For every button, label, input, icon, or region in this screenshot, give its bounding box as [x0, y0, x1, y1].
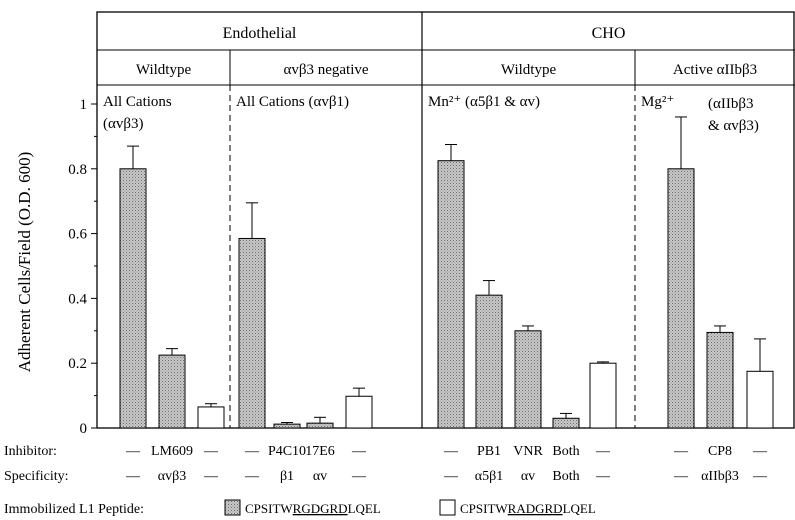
bar-rgd [238, 237, 266, 429]
specificity-label: — [443, 469, 459, 484]
specificity-label: — [203, 469, 219, 484]
inhibitor-label: — [203, 444, 219, 459]
inhibitor-label: — [673, 444, 689, 459]
y-axis-label: Adherent Cells/Field (O.D. 600) [15, 152, 34, 373]
y-tick-label: 0.4 [68, 291, 87, 307]
bar-rgd [437, 160, 465, 429]
y-tick-label: 0 [80, 421, 88, 437]
bar-rgd [667, 168, 695, 429]
y-tick-label: 0.6 [68, 227, 87, 243]
bar-rad [197, 406, 225, 429]
panel-annotation: (αIIbβ3 [708, 96, 753, 112]
panel-annotation: (αvβ3) [103, 116, 143, 132]
bar-rad [746, 370, 774, 429]
y-tick-label: 0.8 [68, 162, 87, 178]
inhibitor-label: — [752, 444, 768, 459]
bar-rgd [475, 294, 503, 429]
specificity-label: αv [313, 469, 327, 484]
inhibitor-label: — [244, 444, 260, 459]
bar-rgd [706, 331, 734, 429]
legend-prefix: CPSITW [245, 501, 293, 516]
specificity-label: — [125, 469, 141, 484]
legend-label-rgd: CPSITWRGDGRDLQEL [245, 501, 381, 516]
specificity-label: — [351, 469, 367, 484]
specificity-label: β1 [280, 469, 294, 484]
inhibitor-label: — [351, 444, 367, 459]
bar-rgd [158, 354, 186, 429]
bar-rgd [119, 168, 147, 429]
specificity-label: α5β1 [475, 469, 503, 484]
legend-suffix: LQEL [348, 501, 381, 516]
inhibitor-label: — [443, 444, 459, 459]
specificity-label: αvβ3 [158, 469, 186, 484]
bar-rgd [552, 417, 580, 429]
inhibitor-label: PB1 [477, 444, 501, 459]
inhibitor-label: P4C10 [268, 444, 306, 459]
row-label-inhibitor: Inhibitor: [4, 444, 57, 459]
header-group-label: CHO [592, 25, 626, 42]
specificity-label: — [673, 469, 689, 484]
inhibitor-label: — [595, 444, 611, 459]
y-tick-label: 0.2 [68, 356, 87, 372]
bar-rgd [514, 330, 542, 429]
header-group-label: Endothelial [223, 25, 297, 42]
inhibitor-label: CP8 [708, 444, 732, 459]
y-tick-label: 1 [80, 97, 88, 113]
legend-swatch-rad [439, 499, 456, 516]
inhibitor-label: VNR [513, 444, 543, 459]
bar-rad [589, 362, 617, 429]
specificity-label: — [595, 469, 611, 484]
specificity-label: — [244, 469, 260, 484]
inhibitor-label: LM609 [151, 444, 193, 459]
legend-title: Immobilized L1 Peptide: [4, 502, 144, 517]
legend-label-rad: CPSITWRADGRDLQEL [460, 501, 596, 516]
panel-label: Active αIIbβ3 [673, 62, 757, 78]
specificity-label: — [752, 469, 768, 484]
bar-rad [345, 395, 373, 429]
specificity-label: αv [521, 469, 535, 484]
panel-annotation: All Cations (αvβ1) [236, 94, 349, 110]
inhibitor-label: Both [552, 444, 579, 459]
panel-label: Wildtype [501, 62, 557, 78]
inhibitor-label: — [125, 444, 141, 459]
bar-rgd [306, 422, 334, 429]
legend-underlined: RGDGRD [293, 501, 348, 516]
panel-label: Wildtype [136, 62, 192, 78]
panel-annotation: & αvβ3) [708, 118, 759, 134]
row-label-specificity: Specificity: [4, 469, 69, 484]
bar-rgd [273, 423, 301, 429]
specificity-label: αIIbβ3 [701, 469, 739, 484]
panel-annotation: Mn²⁺ (α5β1 & αv) [428, 94, 540, 110]
panel-annotation: All Cations [103, 94, 172, 110]
panel-label: αvβ3 negative [283, 62, 368, 78]
legend-suffix: LQEL [563, 501, 596, 516]
legend-swatch-rgd [224, 499, 241, 516]
specificity-label: Both [552, 469, 579, 484]
panel-annotation: Mg²⁺ [641, 94, 674, 110]
legend-underlined: RADGRD [508, 501, 563, 516]
inhibitor-label: 17E6 [305, 444, 335, 459]
legend-prefix: CPSITW [460, 501, 508, 516]
